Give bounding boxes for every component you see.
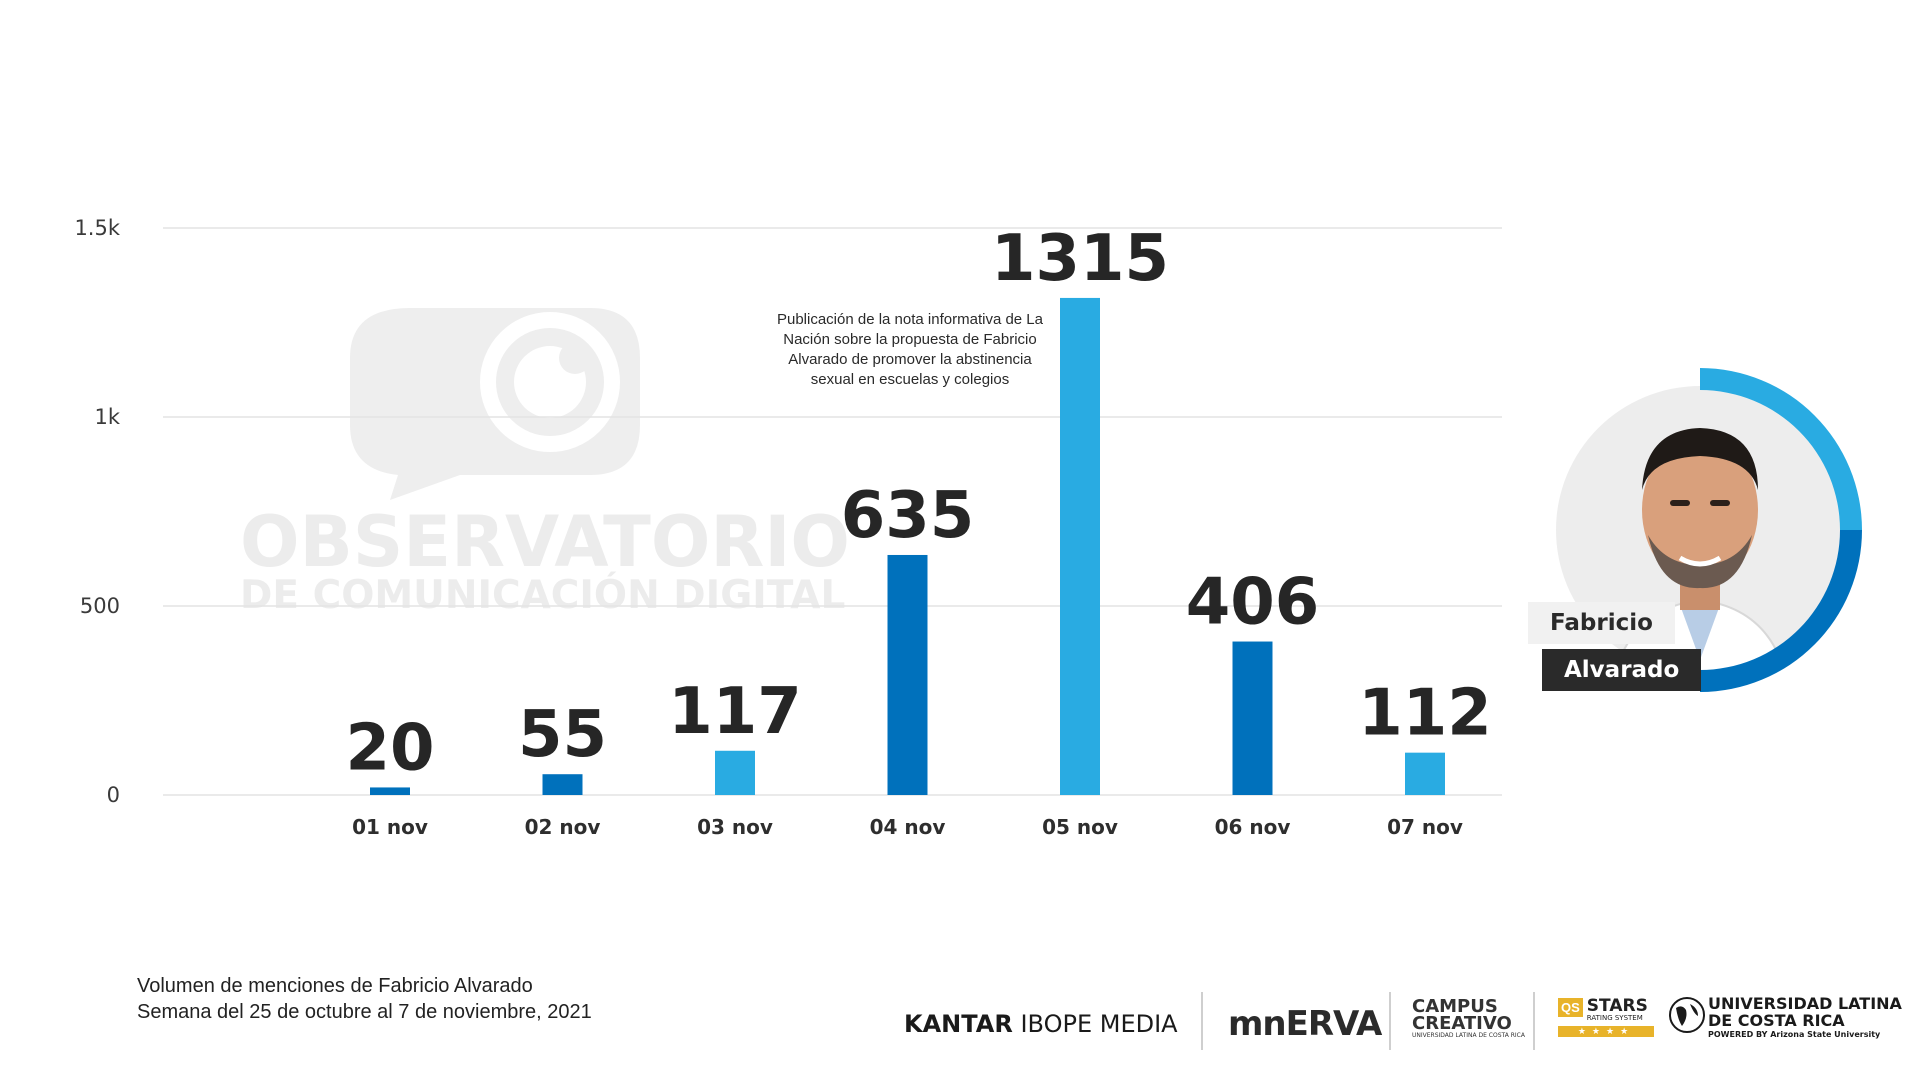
kantar-logo: KANTAR IBOPE MEDIA (904, 1010, 1178, 1038)
campus-creativo-logo: CAMPUS CREATIVO UNIVERSIDAD LATINA DE CO… (1412, 996, 1525, 1040)
bar-07-nov (1405, 752, 1445, 795)
bar-01-nov (370, 787, 410, 795)
data-label: 112 (1358, 677, 1492, 751)
data-label: 635 (841, 479, 975, 553)
data-label: 1315 (991, 222, 1169, 296)
data-label: 55 (518, 698, 607, 772)
bar-03-nov (715, 750, 755, 795)
caption-line-1: Volumen de menciones de Fabricio Alvarad… (137, 975, 533, 997)
bar-04-nov (887, 554, 928, 795)
data-label: 406 (1186, 566, 1320, 640)
caption-line-2: Semana del 25 de octubre al 7 de noviemb… (137, 1001, 592, 1023)
x-tick-label: 02 nov (525, 815, 601, 839)
watermark-eye-icon (480, 312, 620, 452)
qs-stars-logo: QS STARS RATING SYSTEM ★★★★ (1558, 998, 1654, 1037)
y-tick-label: 0 (107, 783, 120, 807)
y-tick-label: 500 (80, 594, 120, 618)
ulatina-logo: UNIVERSIDAD LATINA DE COSTA RICA POWERED… (1708, 994, 1902, 1039)
data-label: 20 (345, 711, 434, 785)
bar-06-nov (1232, 641, 1273, 795)
ring-segment-top (1700, 368, 1862, 530)
x-tick-label: 07 nov (1387, 815, 1463, 839)
profile-first-name: Fabricio (1528, 602, 1675, 644)
minerva-logo: mnERVA (1228, 1004, 1382, 1044)
chart-caption: Volumen de menciones de Fabricio Alvarad… (137, 973, 592, 1025)
watermark-subtitle: DE COMUNICACIÓN DIGITAL (240, 571, 845, 618)
x-tick-label: 01 nov (352, 815, 428, 839)
x-tick-label: 03 nov (697, 815, 773, 839)
watermark-title: OBSERVATORIO (240, 501, 850, 583)
data-label: 117 (668, 675, 802, 749)
ring-segment-bottom (1700, 530, 1862, 692)
y-tick-label: 1k (94, 405, 120, 429)
logo-divider (1201, 992, 1203, 1050)
profile-last-name: Alvarado (1542, 649, 1702, 691)
x-tick-label: 05 nov (1042, 815, 1118, 839)
y-tick-label: 1.5k (74, 216, 120, 240)
chart-annotation: Publicación de la nota informativa de La… (776, 311, 1043, 388)
x-axis: 01 nov 02 nov 03 nov 04 nov 05 nov 06 nov 07 n… (352, 815, 1463, 839)
bar-05-nov (1060, 297, 1100, 795)
x-tick-label: 06 nov (1215, 815, 1291, 839)
logo-divider (1389, 992, 1391, 1050)
globe-icon (1669, 997, 1705, 1033)
watermark: OBSERVATORIO DE COMUNICACIÓN DIGITAL (240, 308, 850, 618)
bars (370, 297, 1445, 795)
bar-02-nov (542, 774, 583, 795)
data-labels: 20 55 117 635 1315 406 112 (345, 222, 1491, 786)
x-tick-label: 04 nov (870, 815, 946, 839)
y-axis: 0 500 1k 1.5k (74, 216, 120, 807)
logo-divider (1533, 992, 1535, 1050)
